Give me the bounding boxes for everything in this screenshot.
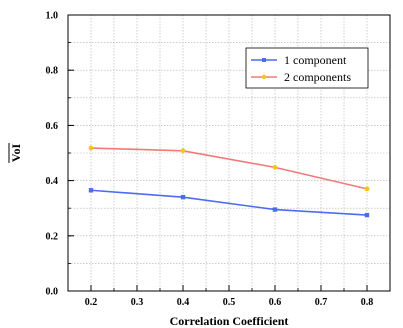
y-axis-title-group: VoI xyxy=(8,143,23,163)
axis-ticks: 0.2 0.3 0.4 0.5 0.6 0.7 0.8 0.0 0.2 0.4 0.6 0.8 1.0 xyxy=(46,11,391,308)
series-line-1 xyxy=(90,189,368,216)
legend-label-1: 1 component xyxy=(284,53,347,67)
series-2-point xyxy=(364,186,370,192)
x-tick-label: 0.5 xyxy=(223,297,236,308)
legend-marker-2 xyxy=(261,74,267,80)
legend: 1 component 2 components xyxy=(245,47,369,89)
y-tick-label: 0.4 xyxy=(46,176,59,187)
series-2-point xyxy=(180,148,186,154)
legend-label-2: 2 components xyxy=(284,70,351,84)
y-tick-label: 0.6 xyxy=(46,121,59,132)
x-tick-label: 0.2 xyxy=(85,297,98,308)
series-1-point xyxy=(364,212,370,218)
y-tick-label: 1.0 xyxy=(46,11,59,22)
series-2-point xyxy=(272,164,278,170)
x-tick-label: 0.6 xyxy=(269,297,282,308)
legend-box xyxy=(245,47,369,89)
x-tick-label: 0.3 xyxy=(131,297,144,308)
x-axis-title: Correlation Coefficient xyxy=(170,314,289,328)
y-axis-title: VoI xyxy=(9,144,23,163)
x-tick-label: 0.8 xyxy=(361,297,374,308)
series-layer xyxy=(88,145,370,218)
legend-marker-1 xyxy=(262,58,266,62)
y-tick-label: 0.8 xyxy=(46,66,59,77)
series-1-point xyxy=(272,207,278,212)
series-1-point xyxy=(180,194,186,200)
y-tick-label: 0.2 xyxy=(46,231,59,242)
y-tick-label: 0.0 xyxy=(46,287,59,298)
x-tick-label: 0.7 xyxy=(315,297,328,308)
series-line-2 xyxy=(90,147,368,190)
series-1-point xyxy=(88,188,94,193)
series-2-point xyxy=(88,145,94,151)
x-tick-label: 0.4 xyxy=(177,297,190,308)
